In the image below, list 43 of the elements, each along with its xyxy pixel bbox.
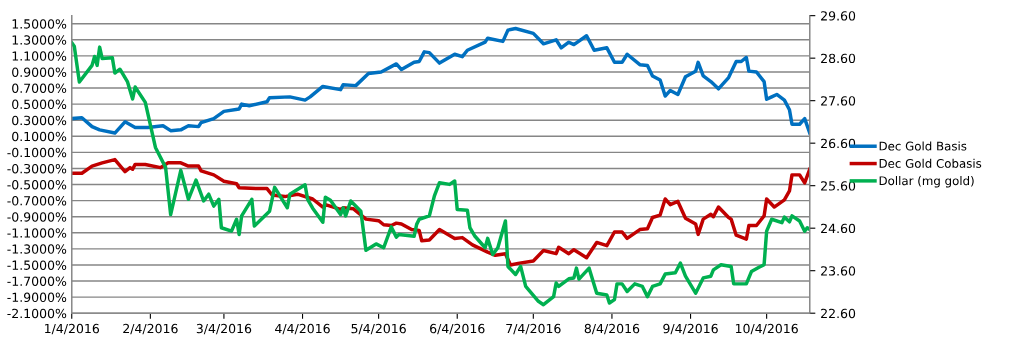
y-tick-label: 0.1000% (12, 131, 67, 142)
legend-label: Dec Gold Cobasis (879, 158, 982, 168)
y-tick-label: -0.1000% (7, 147, 67, 158)
y-tick-label: 0.5000% (12, 99, 67, 110)
y-tick-label: -0.5000% (7, 180, 67, 190)
x-tick-label: 10/4/2016 (735, 323, 798, 335)
x-tick-label: 2/4/2016 (123, 323, 178, 335)
x-tick-label: 9/4/2016 (663, 323, 718, 335)
line-series (71, 157, 810, 267)
y2-tick-label: 24.60 (821, 223, 856, 234)
y-tick-label: 1.5000% (12, 19, 67, 29)
y-tick-label: 1.1000% (12, 51, 67, 61)
legend-label: Dec Gold Basis (879, 141, 967, 151)
x-tick-label: 7/4/2016 (506, 323, 561, 335)
y-tick-label: 1.3000% (12, 35, 67, 45)
line-series (71, 41, 810, 307)
y-tick-label: -1.1000% (7, 228, 67, 238)
y-tick-label: -1.5000% (7, 260, 67, 270)
y2-tick-label: 26.60 (821, 138, 856, 149)
y-tick-label: -1.7000% (7, 276, 67, 286)
y-tick-label: -0.9000% (7, 212, 67, 222)
x-tick-label: 1/4/2016 (45, 323, 100, 335)
x-tick-label: 4/4/2016 (275, 323, 330, 335)
x-tick-label: 6/4/2016 (430, 323, 485, 335)
y-tick-label: 0.3000% (12, 115, 67, 126)
line-series (71, 26, 810, 135)
legend-label: Dollar (mg gold) (879, 176, 974, 188)
y2-tick-label: 25.60 (821, 181, 856, 191)
y-tick-label: -1.3000% (7, 244, 67, 254)
y-tick-label: -2.1000% (7, 308, 67, 319)
y-tick-label: -0.7000% (7, 196, 67, 206)
y2-tick-label: 23.60 (821, 266, 856, 276)
y2-tick-label: 22.60 (821, 308, 856, 319)
x-tick-label: 5/4/2016 (351, 323, 406, 335)
x-tick-label: 8/4/2016 (584, 323, 640, 335)
x-tick-label: 3/4/2016 (196, 323, 252, 335)
y2-tick-label: 27.60 (821, 96, 856, 106)
y-tick-label: 0.7000% (12, 83, 67, 93)
y-tick-label: -1.9000% (7, 292, 67, 303)
y2-tick-label: 28.60 (821, 53, 856, 64)
y-tick-label: -0.3000% (7, 163, 67, 174)
y-tick-label: 0.9000% (12, 67, 67, 77)
y2-tick-label: 29.60 (821, 11, 856, 21)
